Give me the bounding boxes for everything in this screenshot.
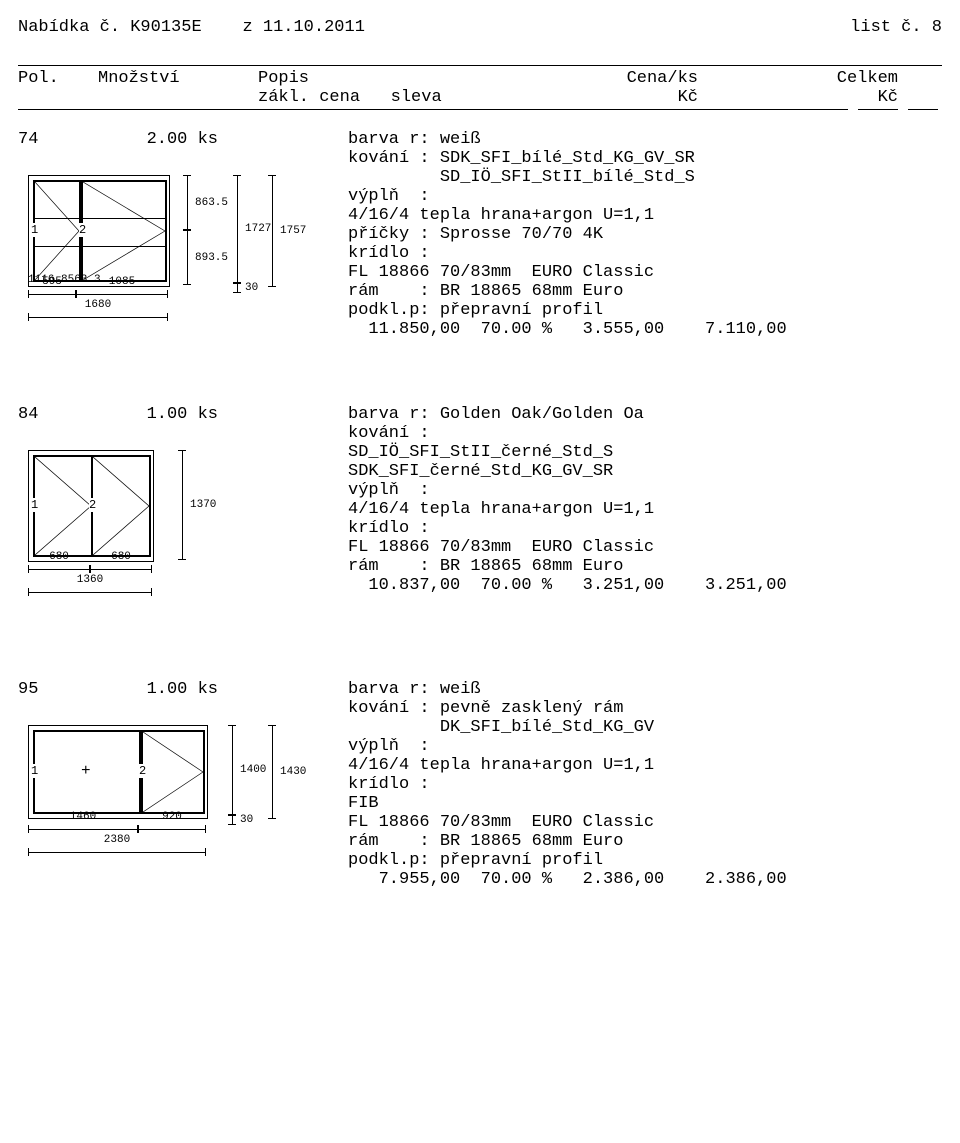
- description-line: barva r: weiß: [348, 130, 942, 149]
- dim-label: 1757: [280, 225, 306, 237]
- description-line: 4/16/4 tepla hrana+argon U=1,1: [348, 500, 942, 519]
- item-qty: 1.00 ks: [78, 680, 218, 699]
- description-line: SD_IÖ_SFI_StII_bílé_Std_S: [348, 168, 942, 187]
- col-kc2: Kč: [878, 88, 898, 107]
- description-line: 7.955,00 70.00 % 2.386,00 2.386,00: [348, 870, 942, 889]
- item-description: barva r: weißkování : SDK_SFI_bílé_Std_K…: [338, 130, 942, 345]
- description-line: 11.850,00 70.00 % 3.555,00 7.110,00: [348, 320, 942, 339]
- column-header-row: Pol. Množství Popis zákl. cena sleva Cen…: [18, 69, 942, 107]
- description-line: rám : BR 18865 68mm Euro: [348, 282, 942, 301]
- description-line: krídlo :: [348, 244, 942, 263]
- dim-label: 30: [240, 814, 253, 826]
- divider-segmented: [18, 109, 942, 110]
- col-sleva: sleva: [391, 88, 442, 107]
- item-description: barva r: weißkování : pevně zasklený rám…: [338, 680, 942, 895]
- window-sash: 1: [33, 455, 93, 557]
- dim-label: 680: [111, 551, 131, 563]
- col-cena-ks: Cena/ks: [627, 69, 698, 88]
- window-sash: 2: [81, 180, 167, 282]
- description-line: kování : SDK_SFI_bílé_Std_KG_GV_SR: [348, 149, 942, 168]
- window-drawing: 1 2 59510851116.8563.31680863.5893.51727…: [18, 155, 338, 345]
- item-pos: 95: [18, 680, 78, 699]
- col-celkem: Celkem: [837, 69, 898, 88]
- window-sash: 1: [33, 180, 81, 282]
- description-line: FL 18866 70/83mm EURO Classic: [348, 538, 942, 557]
- dim-label: 680: [49, 551, 69, 563]
- window-drawing: 1 2 680 680 1360 1370: [18, 430, 338, 620]
- dim-label: 2380: [104, 834, 130, 846]
- description-line: 10.837,00 70.00 % 3.251,00 3.251,00: [348, 576, 942, 595]
- description-line: barva r: Golden Oak/Golden Oa: [348, 405, 942, 424]
- window-sash: 2: [141, 730, 205, 814]
- description-line: krídlo :: [348, 519, 942, 538]
- col-zakl-cena: zákl. cena: [258, 88, 360, 107]
- col-popis: Popis: [258, 69, 309, 88]
- page-no: 8: [932, 18, 942, 37]
- col-kc1: Kč: [678, 88, 698, 107]
- item-block: 951.00 ks 1+2 1460 920 2380 1400 1430 30 barva …: [18, 680, 942, 895]
- description-line: podkl.p: přepravní profil: [348, 851, 942, 870]
- dim-label: 1085: [109, 276, 135, 288]
- dim-label: 1680: [85, 299, 111, 311]
- description-line: rám : BR 18865 68mm Euro: [348, 557, 942, 576]
- description-line: výplň :: [348, 187, 942, 206]
- description-line: FL 18866 70/83mm EURO Classic: [348, 813, 942, 832]
- description-line: kování :: [348, 424, 942, 443]
- page-header: Nabídka č. K90135E z 11.10.2011 list č. …: [18, 18, 942, 37]
- description-line: SD_IÖ_SFI_StII_černé_Std_S: [348, 443, 942, 462]
- dim-label: 30: [245, 282, 258, 294]
- dim-label: 1430: [280, 766, 306, 778]
- description-line: výplň :: [348, 737, 942, 756]
- col-pol: Pol.: [18, 69, 98, 107]
- offer-no: K90135E: [130, 18, 201, 37]
- date-prefix: z: [242, 18, 252, 37]
- dim-label: 893.5: [195, 252, 228, 264]
- description-line: podkl.p: přepravní profil: [348, 301, 942, 320]
- item-pos: 84: [18, 405, 78, 424]
- dim-label: 1360: [77, 574, 103, 586]
- window-sash: 1+: [33, 730, 141, 814]
- description-line: 4/16/4 tepla hrana+argon U=1,1: [348, 756, 942, 775]
- dim-label: 1370: [190, 499, 216, 511]
- dim-label: 920: [162, 811, 182, 823]
- description-line: krídlo :: [348, 775, 942, 794]
- description-line: barva r: weiß: [348, 680, 942, 699]
- window-drawing: 1+2 1460 920 2380 1400 1430 30: [18, 705, 338, 895]
- item-description: barva r: Golden Oak/Golden Oakování :SD_…: [338, 405, 942, 620]
- dim-label: 1400: [240, 764, 266, 776]
- description-line: 4/16/4 tepla hrana+argon U=1,1: [348, 206, 942, 225]
- offer-label: Nabídka č.: [18, 18, 120, 37]
- dim-label: 863.5: [195, 197, 228, 209]
- dim-label: 1460: [70, 811, 96, 823]
- item-qty: 2.00 ks: [78, 130, 218, 149]
- item-qty: 1.00 ks: [78, 405, 218, 424]
- description-line: FIB: [348, 794, 942, 813]
- description-line: FL 18866 70/83mm EURO Classic: [348, 263, 942, 282]
- item-pos: 74: [18, 130, 78, 149]
- item-block: 742.00 ks1 2 59510851116.8563.31680863.5…: [18, 130, 942, 345]
- item-block: 841.00 ks 1 2 680 680 1360 1370 barva r: Gold…: [18, 405, 942, 620]
- description-line: výplň :: [348, 481, 942, 500]
- window-sash: 2: [91, 455, 151, 557]
- dim-label: 1116.8563.3: [28, 274, 101, 286]
- description-line: SDK_SFI_černé_Std_KG_GV_SR: [348, 462, 942, 481]
- description-line: kování : pevně zasklený rám: [348, 699, 942, 718]
- description-line: DK_SFI_bílé_Std_KG_GV: [348, 718, 942, 737]
- divider: [18, 65, 942, 66]
- page-label: list č.: [850, 18, 921, 37]
- offer-date: 11.10.2011: [263, 18, 365, 37]
- col-mnozstvi: Množství: [98, 69, 258, 107]
- description-line: rám : BR 18865 68mm Euro: [348, 832, 942, 851]
- description-line: příčky : Sprosse 70/70 4K: [348, 225, 942, 244]
